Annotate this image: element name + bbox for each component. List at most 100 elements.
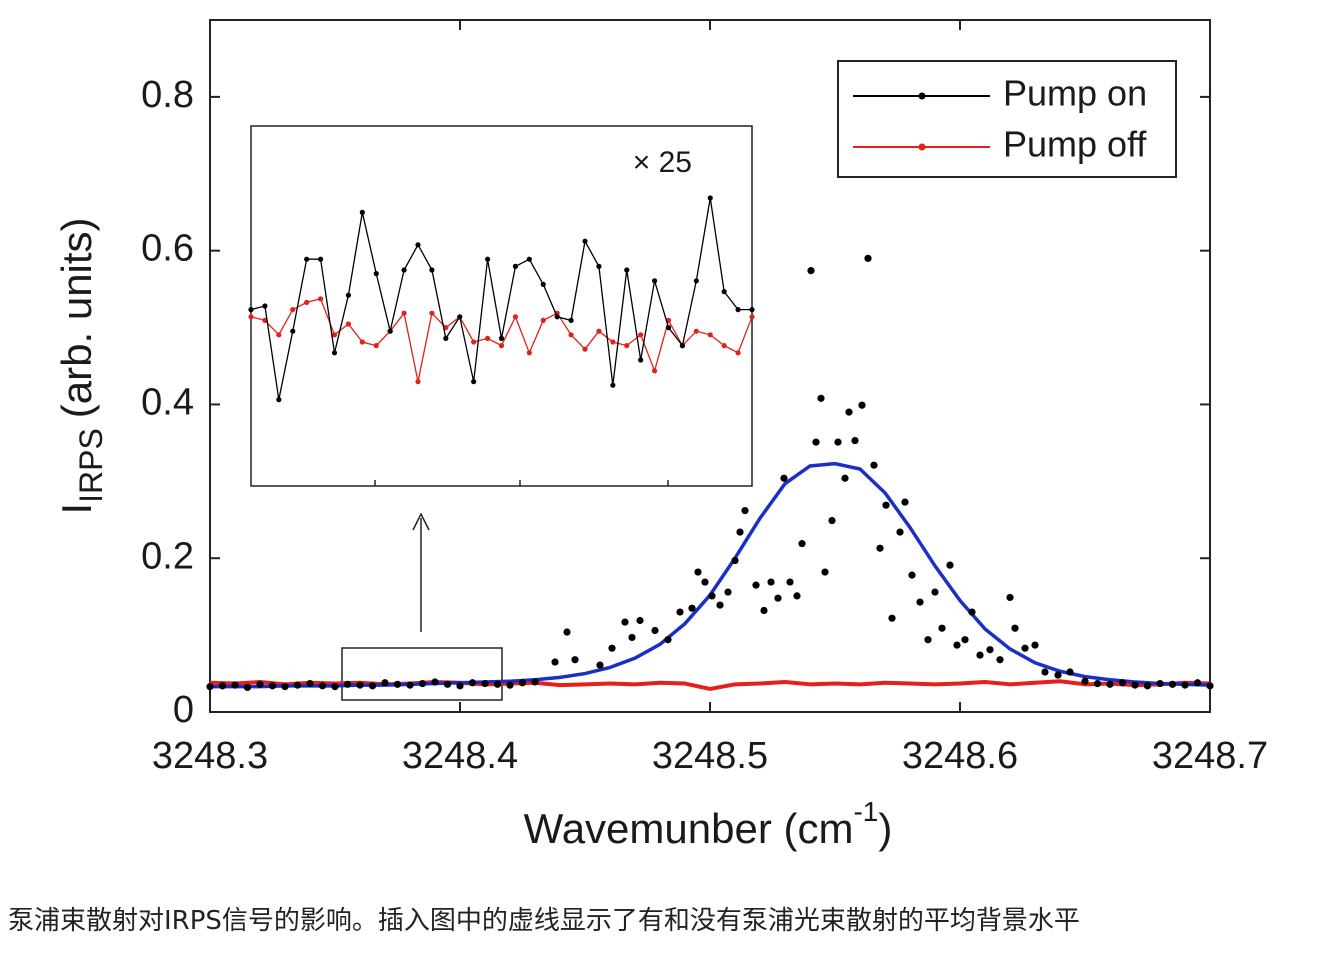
data-point	[206, 683, 214, 691]
data-point	[961, 636, 969, 644]
inset-point	[359, 339, 365, 345]
data-point	[343, 680, 352, 688]
inset-point	[721, 289, 727, 295]
x-tick-label: 3248.6	[902, 735, 1018, 777]
data-point	[870, 461, 878, 469]
data-point	[368, 682, 377, 690]
data-point	[231, 681, 239, 689]
inset-point	[582, 346, 588, 352]
inset-point	[610, 382, 616, 388]
data-point	[218, 682, 227, 690]
data-point	[356, 681, 364, 689]
inset-point	[707, 332, 713, 338]
data-point	[531, 678, 539, 686]
data-point	[908, 571, 916, 579]
data-point	[851, 436, 859, 445]
inset-point	[735, 350, 741, 356]
data-point	[1118, 679, 1127, 687]
data-point	[506, 681, 514, 689]
inset-point	[401, 310, 407, 316]
inset-annotation: × 25	[633, 146, 692, 179]
data-point	[418, 679, 427, 688]
data-point	[256, 680, 264, 688]
data-point	[953, 641, 961, 649]
inset-point	[554, 314, 560, 320]
caption: 泵浦束散射对IRPS信号的影响。插入图中的虚线显示了有和没有泵浦光束散射的平均背…	[8, 906, 1080, 936]
inset-point	[276, 332, 282, 338]
inset-point	[401, 267, 407, 273]
inset-point	[345, 321, 352, 327]
data-point	[268, 682, 277, 690]
inset-point	[498, 343, 505, 349]
data-point	[864, 254, 872, 262]
data-point	[1041, 668, 1049, 676]
x-axis-label: Wavemunber (cm-1)	[524, 796, 893, 852]
data-point	[1031, 641, 1039, 649]
y-tick-label: 0.2	[141, 535, 194, 577]
inset-point	[693, 278, 699, 284]
inset-point	[749, 314, 755, 320]
inset-point	[304, 299, 310, 305]
data-point	[563, 628, 571, 636]
inset-point	[304, 256, 310, 262]
inset-point	[373, 271, 379, 277]
data-point	[493, 680, 502, 688]
y-label-main: I	[53, 503, 100, 515]
data-point	[393, 680, 402, 688]
inset-point	[540, 281, 546, 287]
data-point	[882, 501, 890, 509]
data-point	[821, 568, 829, 576]
inset-point	[415, 379, 421, 385]
data-point	[688, 604, 696, 612]
y-tick-label: 0	[173, 689, 194, 731]
inset-point	[693, 328, 699, 334]
inset-point	[624, 267, 630, 273]
legend-label: Pump off	[1003, 124, 1147, 165]
y-axis-label: IIRPS (arb. units)	[53, 217, 109, 514]
inset-frame	[250, 125, 753, 487]
data-point	[293, 681, 302, 689]
inset-point	[624, 343, 630, 349]
data-point	[481, 679, 489, 688]
y-label-end: (arb. units)	[53, 217, 100, 418]
inset-point	[735, 307, 741, 313]
data-point	[976, 651, 984, 659]
inset-point	[610, 339, 616, 345]
data-point	[621, 618, 629, 626]
x-label-end: )	[878, 805, 892, 852]
inset-point	[540, 317, 546, 323]
y-label-sub: IRPS	[73, 428, 109, 503]
data-point	[924, 636, 932, 644]
data-point	[1156, 679, 1164, 688]
legend-marker	[918, 143, 926, 151]
inset-point	[651, 368, 658, 374]
x-tick-label: 3248.4	[402, 735, 518, 777]
data-point	[786, 578, 794, 586]
inset-point	[457, 314, 463, 320]
zoom-box	[341, 647, 503, 701]
inset-point	[387, 328, 393, 334]
data-point	[1168, 680, 1177, 688]
data-point	[664, 636, 672, 644]
inset-point	[429, 310, 435, 316]
x-tick-label: 3248.3	[152, 735, 268, 777]
inset-point	[262, 303, 268, 309]
inset-point	[679, 343, 686, 349]
data-point	[807, 267, 815, 275]
data-point	[1143, 682, 1152, 690]
inset-point	[248, 314, 254, 320]
inset-point	[596, 263, 602, 269]
data-point	[736, 528, 744, 536]
inset-point	[345, 292, 352, 298]
inset-point	[484, 335, 491, 341]
data-point	[628, 633, 636, 642]
data-point	[716, 601, 724, 609]
data-point	[798, 540, 806, 548]
legend-marker	[918, 92, 926, 100]
inset-point	[526, 350, 532, 356]
inset-point	[290, 307, 296, 313]
data-point	[845, 408, 853, 416]
data-point	[281, 683, 289, 691]
data-point	[724, 588, 732, 596]
data-point	[996, 656, 1004, 664]
